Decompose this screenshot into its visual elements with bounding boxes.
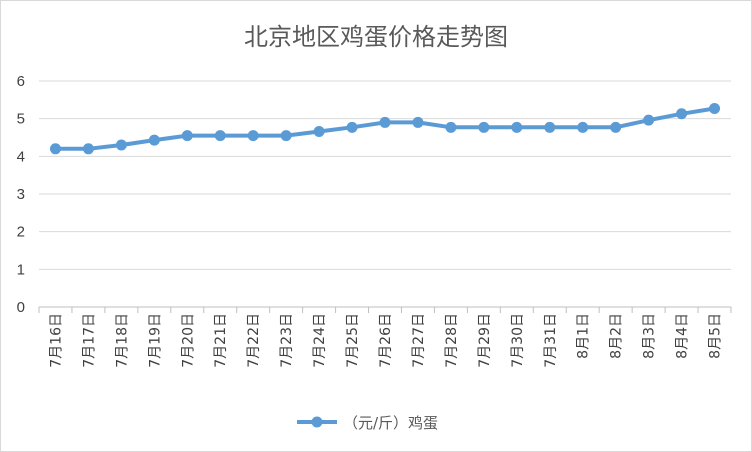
data-point	[181, 130, 193, 142]
x-tick-label: 7月31日	[543, 313, 559, 368]
y-tick-label: 4	[17, 148, 25, 165]
data-point	[148, 134, 160, 146]
x-tick-label: 8月2日	[609, 313, 625, 359]
y-axis-ticks: 0 1 2 3 4 5 6	[17, 73, 25, 316]
x-tick-label: 8月3日	[642, 313, 658, 359]
chart-title: 北京地区鸡蛋价格走势图	[244, 23, 508, 51]
x-tick-label: 7月27日	[411, 313, 427, 368]
data-point	[280, 130, 292, 142]
data-point	[511, 121, 523, 133]
data-point	[115, 139, 127, 151]
x-axis-labels: 7月16日 7月17日 7月18日 7月19日 7月20日 7月21日 7月22日 7月23日…	[48, 313, 723, 368]
x-tick-label: 7月24日	[312, 313, 328, 368]
x-tick-label: 7月17日	[81, 313, 97, 368]
data-point	[445, 121, 457, 133]
data-point	[247, 130, 259, 142]
x-tick-label: 7月19日	[147, 313, 163, 368]
data-point	[478, 121, 490, 133]
series-layer	[49, 102, 721, 155]
data-point	[313, 125, 325, 137]
x-tick-label: 7月16日	[48, 313, 64, 368]
y-tick-label: 3	[17, 186, 25, 203]
x-tick-label: 7月29日	[477, 313, 493, 368]
x-tick-label: 7月20日	[180, 313, 196, 368]
data-point	[412, 116, 424, 128]
data-point	[49, 143, 61, 155]
data-point	[610, 121, 622, 133]
y-tick-label: 5	[17, 111, 25, 128]
data-point	[577, 121, 589, 133]
x-tick-label: 7月30日	[510, 313, 526, 368]
data-point	[643, 114, 655, 126]
x-axis	[38, 306, 732, 313]
data-point	[379, 116, 391, 128]
x-tick-label: 7月18日	[114, 313, 130, 368]
data-point	[82, 143, 94, 155]
x-tick-label: 7月28日	[444, 313, 460, 368]
x-tick-label: 8月5日	[708, 313, 724, 359]
legend: （元/斤）鸡蛋	[297, 414, 438, 432]
data-point	[709, 102, 721, 114]
x-tick-label: 8月1日	[576, 313, 592, 359]
y-tick-label: 1	[17, 261, 25, 278]
x-tick-label: 7月25日	[345, 313, 361, 368]
x-tick-label: 7月22日	[246, 313, 262, 368]
data-point	[544, 121, 556, 133]
data-point	[346, 121, 358, 133]
x-tick-label: 7月23日	[279, 313, 295, 368]
x-tick-label: 7月26日	[378, 313, 394, 368]
legend-label: （元/斤）鸡蛋	[343, 414, 438, 432]
data-point	[214, 130, 226, 142]
x-tick-label: 7月21日	[213, 313, 229, 368]
data-point	[676, 108, 688, 120]
x-tick-label: 8月4日	[675, 313, 691, 359]
y-tick-label: 6	[17, 73, 25, 90]
legend-marker	[311, 416, 323, 428]
y-tick-label: 2	[17, 224, 25, 241]
y-tick-label: 0	[17, 299, 25, 316]
gridlines	[39, 80, 731, 270]
